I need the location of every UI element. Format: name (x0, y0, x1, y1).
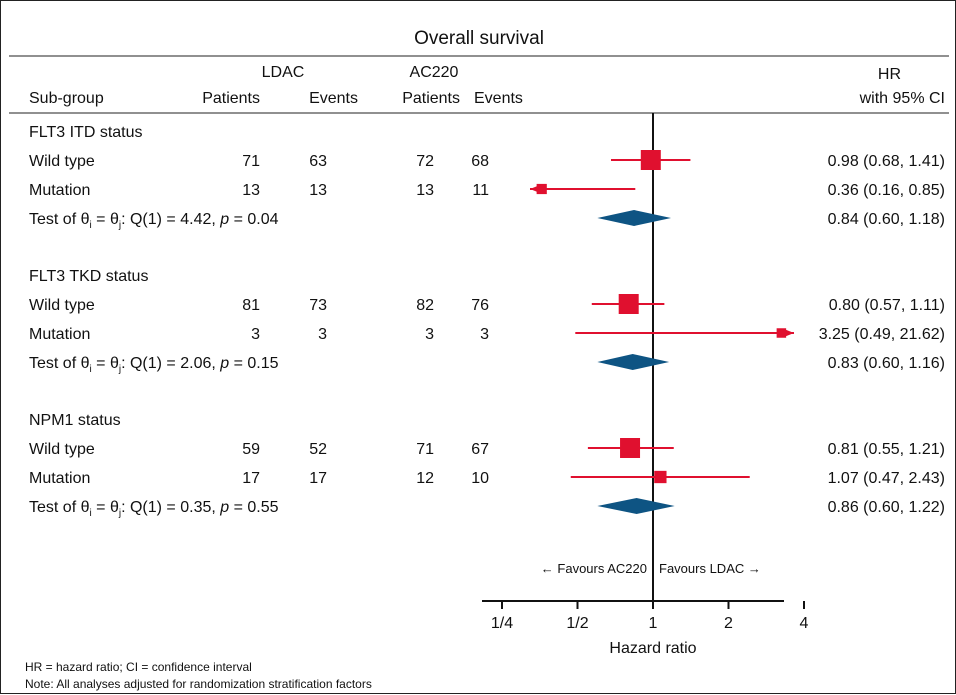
favours-ldac-label: Favours LDAC → (659, 561, 761, 576)
group-heading: FLT3 TKD status (29, 268, 148, 285)
column-header-subgroup: Sub-group (29, 90, 104, 107)
x-tick-label: 4 (800, 615, 809, 632)
patients-ldac: 81 (242, 297, 260, 314)
point-estimate (654, 470, 667, 484)
events-ac220: 3 (480, 326, 489, 343)
test-part-sub2: j (118, 508, 121, 519)
chart-title: Overall survival (414, 28, 544, 49)
pooled-hr-ci: 0.86 (0.60, 1.22) (828, 499, 945, 516)
test-part-p: p (219, 211, 229, 228)
events-ac220: 68 (471, 153, 489, 170)
x-tick-label: 2 (724, 615, 733, 632)
column-header-events-ac220: Events (474, 90, 523, 107)
heterogeneity-test: Test of θi = θj: Q(1) = 2.06, p = 0.15 (29, 355, 279, 375)
heterogeneity-test: Test of θi = θj: Q(1) = 0.35, p = 0.55 (29, 499, 279, 519)
events-ldac: 73 (309, 297, 327, 314)
test-part-pre: Test of θ (29, 355, 90, 372)
events-ldac: 3 (318, 326, 327, 343)
events-ldac: 17 (309, 470, 327, 487)
events-ac220: 10 (471, 470, 489, 487)
row-label: Wild type (29, 153, 95, 170)
point-estimate (620, 438, 641, 458)
test-part-sub1: i (89, 364, 91, 375)
hr-ci-value: 0.36 (0.16, 0.85) (828, 182, 945, 199)
test-part-mid: = θ (92, 211, 119, 228)
test-part-pval: = 0.15 (229, 355, 278, 372)
point-estimate (640, 150, 661, 170)
group-heading: NPM1 status (29, 412, 121, 429)
patients-ldac: 13 (242, 182, 260, 199)
patients-ac220: 72 (416, 153, 434, 170)
pooled-diamond (597, 210, 672, 226)
row-label: Mutation (29, 182, 90, 199)
heterogeneity-test: Test of θi = θj: Q(1) = 4.42, p = 0.04 (29, 211, 279, 231)
hr-ci-value: 3.25 (0.49, 21.62) (819, 326, 945, 343)
row-label: Mutation (29, 470, 90, 487)
test-part-pval: = 0.55 (229, 499, 278, 516)
patients-ldac: 59 (242, 441, 260, 458)
x-axis-label: Hazard ratio (609, 640, 696, 657)
arm-header-ldac: LDAC (262, 64, 305, 81)
pooled-hr-ci: 0.83 (0.60, 1.16) (828, 355, 945, 372)
point-estimate (618, 294, 639, 314)
events-ac220: 11 (472, 182, 489, 199)
test-part-p: p (219, 355, 229, 372)
patients-ldac: 71 (242, 153, 260, 170)
pooled-diamond (597, 354, 670, 370)
events-ldac: 52 (309, 441, 327, 458)
arm-header-ac220: AC220 (410, 64, 459, 81)
events-ac220: 76 (471, 297, 489, 314)
test-part-sub1: i (89, 508, 91, 519)
row-label: Mutation (29, 326, 90, 343)
test-part-pre: Test of θ (29, 211, 90, 228)
patients-ac220: 3 (425, 326, 434, 343)
column-header-events-ldac: Events (309, 90, 358, 107)
patients-ldac: 3 (251, 326, 260, 343)
group-heading: FLT3 ITD status (29, 124, 143, 141)
column-header-hr: HR (878, 66, 901, 83)
patients-ac220: 71 (416, 441, 434, 458)
footnote-adjustment: Note: All analyses adjusted for randomiz… (25, 677, 372, 691)
hr-ci-value: 0.81 (0.55, 1.21) (828, 441, 945, 458)
row-label: Wild type (29, 441, 95, 458)
test-part-sub1: i (89, 220, 91, 231)
footnote-abbreviations: HR = hazard ratio; CI = confidence inter… (25, 660, 252, 674)
test-part-pre: Test of θ (29, 499, 90, 516)
test-part-sub2: j (118, 364, 121, 375)
test-part-p: p (219, 499, 229, 516)
row-label: Wild type (29, 297, 95, 314)
hr-ci-value: 0.98 (0.68, 1.41) (828, 153, 945, 170)
patients-ac220: 13 (416, 182, 434, 199)
favours-ac220-label: ← Favours AC220 (541, 561, 647, 576)
patients-ac220: 82 (416, 297, 434, 314)
column-header-ci: with 95% CI (859, 90, 945, 107)
events-ldac: 63 (309, 153, 327, 170)
events-ac220: 67 (471, 441, 489, 458)
test-part-mid: = θ (92, 355, 119, 372)
ci-arrow-right (784, 329, 794, 337)
test-part-post: : Q(1) = 2.06, (121, 355, 220, 372)
test-part-post: : Q(1) = 4.42, (121, 211, 220, 228)
events-ldac: 13 (309, 182, 327, 199)
point-estimate (536, 183, 547, 195)
test-part-mid: = θ (92, 499, 119, 516)
patients-ldac: 17 (242, 470, 260, 487)
hr-ci-value: 0.80 (0.57, 1.11) (829, 297, 945, 314)
x-tick-label: 1/2 (566, 615, 588, 632)
patients-ac220: 12 (416, 470, 434, 487)
x-tick-label: 1 (649, 615, 658, 632)
x-tick-label: 1/4 (491, 615, 513, 632)
column-header-patients-ac220: Patients (402, 90, 460, 107)
point-estimate (776, 328, 787, 338)
pooled-diamond (597, 498, 675, 514)
test-part-pval: = 0.04 (229, 211, 278, 228)
test-part-post: : Q(1) = 0.35, (121, 499, 220, 516)
hr-ci-value: 1.07 (0.47, 2.43) (828, 470, 945, 487)
column-header-patients-ldac: Patients (202, 90, 260, 107)
test-part-sub2: j (118, 220, 121, 231)
pooled-hr-ci: 0.84 (0.60, 1.18) (828, 211, 945, 228)
